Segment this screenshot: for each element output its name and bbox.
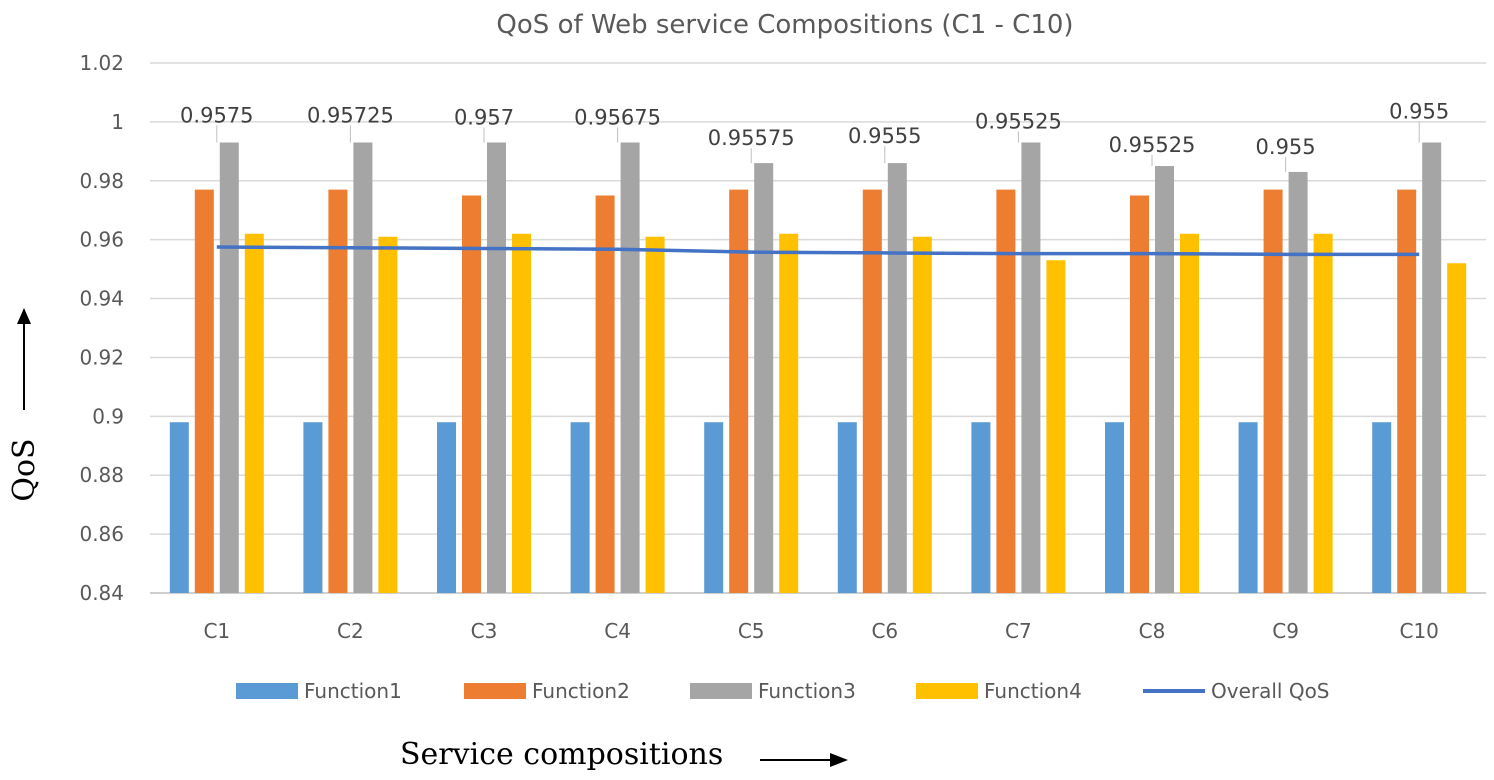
- overall-qos-data-label: 0.9575: [180, 104, 253, 128]
- overall-qos-data-label: 0.9555: [848, 124, 921, 148]
- bar-function2-c5: [729, 189, 749, 593]
- bar-function4-c4: [645, 236, 665, 593]
- bar-function3-c10: [1422, 142, 1442, 593]
- x-axis-arrowhead-icon: [830, 753, 848, 767]
- bar-function4-c1: [244, 233, 264, 593]
- bar-function2-c2: [328, 189, 348, 593]
- overall-qos-data-label: 0.95525: [1109, 133, 1196, 157]
- bar-function3-c6: [887, 163, 907, 593]
- y-axis-label: QoS: [7, 438, 42, 501]
- y-tick-label: 0.88: [79, 463, 124, 487]
- bar-function1-c8: [1105, 422, 1124, 593]
- x-tick-label: C6: [871, 619, 898, 643]
- x-axis-label: Service compositions: [400, 737, 723, 772]
- overall-qos-data-label: 0.95675: [574, 106, 661, 130]
- bar-function3-c4: [620, 142, 640, 593]
- legend-function3-label: Function3: [758, 679, 856, 703]
- y-axis-label-group: QoS: [7, 308, 42, 502]
- y-tick-label: 0.96: [79, 228, 124, 252]
- x-tick-label: C3: [471, 619, 498, 643]
- gridlines: [150, 62, 1486, 594]
- legend-function2-swatch: [464, 683, 526, 699]
- bar-function4-c10: [1447, 263, 1467, 593]
- x-tick-label: C7: [1005, 619, 1032, 643]
- x-axis-label-group: Service compositions: [400, 737, 848, 772]
- x-tick-label: C8: [1139, 619, 1166, 643]
- overall-qos-data-label: 0.95525: [975, 110, 1062, 134]
- legend: Function1 Function2 Function3 Function4 Over…: [236, 679, 1330, 703]
- overall-qos-data-label: 0.95725: [307, 104, 394, 128]
- legend-function1-swatch: [236, 683, 298, 699]
- overall-qos-line: [216, 245, 1420, 257]
- x-tick-label: C10: [1399, 619, 1438, 643]
- bar-function1-c1: [169, 422, 189, 593]
- legend-function3-swatch: [690, 683, 752, 699]
- bar-function2-c6: [862, 189, 882, 593]
- y-tick-label: 0.98: [79, 169, 124, 193]
- bar-function2-c9: [1263, 189, 1283, 593]
- bar-function3-c7: [1021, 142, 1041, 593]
- y-axis-ticks: 0.84 0.86 0.88 0.9 0.92 0.94 0.96 0.98 1 1.02: [79, 51, 124, 605]
- bar-function3-c3: [487, 142, 506, 593]
- bar-function3-c1: [219, 142, 239, 593]
- bar-function1-c4: [570, 422, 590, 593]
- y-tick-label: 1: [111, 110, 124, 134]
- bar-function1-c7: [971, 422, 991, 593]
- bar-function1-c9: [1238, 422, 1258, 593]
- bar-function4-c9: [1313, 233, 1333, 593]
- bar-function2-c1: [194, 189, 214, 593]
- x-axis-ticks: C1 C2 C3 C4 C5 C6 C7 C8 C9 C10: [203, 619, 1438, 643]
- bar-function2-c8: [1130, 195, 1149, 593]
- bar-function2-c4: [595, 195, 615, 593]
- overall-qos-line-series: [216, 245, 1420, 257]
- bar-function3-c2: [353, 142, 373, 593]
- legend-function1-label: Function1: [304, 679, 402, 703]
- overall-qos-data-label: 0.95575: [708, 126, 795, 150]
- overall-qos-data-label: 0.955: [1389, 100, 1449, 124]
- data-labels: 0.9575 0.95725 0.957 0.95675 0.95575 0.9555 0.…: [180, 100, 1449, 172]
- bar-function1-c3: [437, 422, 456, 593]
- overall-qos-data-label: 0.957: [454, 106, 514, 130]
- legend-function2-label: Function2: [532, 679, 630, 703]
- bar-function4-c6: [912, 236, 932, 593]
- x-tick-label: C4: [604, 619, 631, 643]
- bar-function3-c8: [1155, 166, 1174, 594]
- legend-function4-label: Function4: [984, 679, 1082, 703]
- bar-function1-c5: [704, 422, 724, 593]
- x-tick-label: C2: [337, 619, 364, 643]
- bar-function4-c8: [1180, 233, 1199, 593]
- y-axis-arrowhead-icon: [17, 308, 31, 324]
- bar-function4-c3: [512, 233, 531, 593]
- y-tick-label: 0.94: [79, 287, 124, 311]
- bar-function2-c7: [996, 189, 1016, 593]
- bar-function4-c7: [1046, 260, 1066, 593]
- bar-function4-c5: [779, 233, 799, 593]
- bar-function1-c10: [1372, 422, 1392, 593]
- x-tick-label: C5: [738, 619, 765, 643]
- bar-function2-c3: [462, 195, 481, 593]
- x-tick-label: C1: [203, 619, 230, 643]
- y-tick-label: 0.86: [79, 522, 124, 546]
- bar-function1-c6: [837, 422, 857, 593]
- chart-title: QoS of Web service Compositions (C1 - C1…: [496, 10, 1073, 40]
- bar-function4-c2: [378, 236, 398, 593]
- y-tick-label: 0.84: [79, 581, 124, 605]
- legend-function4-swatch: [916, 683, 978, 699]
- bar-function2-c10: [1397, 189, 1417, 593]
- bar-series: [169, 142, 1467, 594]
- bar-function1-c2: [303, 422, 323, 593]
- bar-function3-c9: [1288, 171, 1308, 593]
- y-tick-label: 0.9: [92, 404, 124, 428]
- legend-overall-qos-label: Overall QoS: [1211, 679, 1330, 703]
- overall-qos-data-label: 0.955: [1256, 135, 1316, 159]
- bar-function3-c5: [754, 163, 774, 593]
- y-tick-label: 0.92: [79, 345, 124, 369]
- y-tick-label: 1.02: [79, 51, 124, 75]
- x-tick-label: C9: [1272, 619, 1299, 643]
